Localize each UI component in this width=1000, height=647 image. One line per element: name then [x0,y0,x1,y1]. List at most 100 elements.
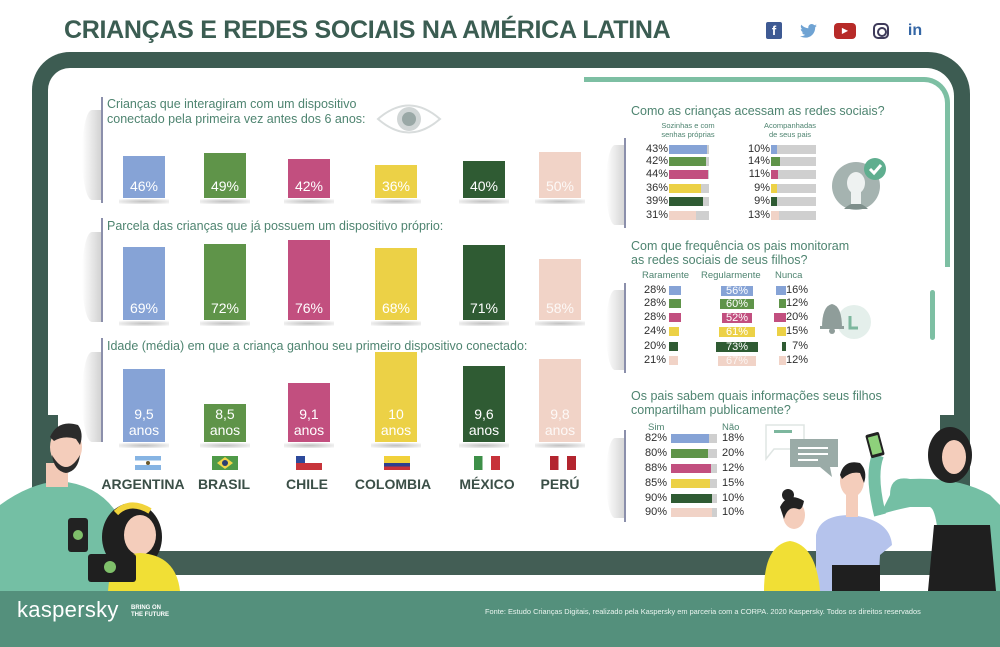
monitor-never-value: 15% [785,325,808,337]
social-links: f ▶ in [766,22,924,39]
bar-value: 9,5 [134,406,154,422]
access-with-parents-track [771,197,816,206]
monitor-col-nunca: Nunca [775,270,803,281]
bar-shadow [371,199,421,204]
bar-value-label: 49% [210,178,240,194]
bar-value-label: 76% [294,300,324,316]
access-with-parents-value: 14% [747,155,770,167]
monitor-never-value: 20% [785,311,808,323]
section-divider [101,338,103,442]
know-yes-value: 90% [644,506,667,518]
section3-title: Idade (média) em que a criança ganhou se… [107,339,528,353]
bar-value-label: 36% [381,178,411,194]
monitor-regularly-bar-peru: 67% [717,356,757,367]
access-with-parents-value: 9% [754,195,770,207]
tagline-line1: BRING ON [131,605,161,611]
bar-value: 8,5 [215,406,235,422]
bar-shadow [119,321,169,326]
bar-value-label: 71% [469,300,499,316]
brasil-flag-icon [212,456,238,470]
know-yes-bar-peru [671,508,713,517]
know-yes-bar-mexico [671,494,713,503]
bar-value-label: 69% [129,300,159,316]
monitor-col-raramente: Raramente [642,270,689,281]
country-label-colombia: COLOMBIA [354,476,432,492]
bar-mexico: 40% [463,161,505,198]
monitor-col-regularmente: Regularmente [701,270,761,281]
access-with-parents-bar-peru [771,211,780,220]
know-title: Os pais sabem quais informações seus fil… [631,389,882,417]
family-sharing-illustration [764,415,1000,591]
know-no-value: 12% [721,462,744,474]
bar-shadow [371,321,421,326]
bar-chile: 76% [288,240,330,320]
kaspersky-logo[interactable]: kaspersky [17,597,119,622]
know-yes-value: 90% [644,492,667,504]
monitor-never-bar-argentina [776,286,786,295]
bar-value-label: 68% [381,300,411,316]
facebook-icon[interactable]: f [766,22,782,39]
know-no-value: 10% [721,492,744,504]
bar-colombia: 68% [375,248,417,320]
bar-brasil: 49% [204,153,246,198]
bar-value: 9,1 [299,406,319,422]
bar-mexico: 71% [463,245,505,320]
linkedin-icon[interactable]: in [907,21,923,39]
access-with-parents-value: 9% [754,182,770,194]
access-alone-track [669,170,709,179]
country-label-chile: CHILE [286,476,328,492]
section1-title: Crianças que interagiram com um disposit… [107,97,366,127]
country-label-argentina: ARGENTINA [101,476,185,492]
bar-shadow [535,199,585,204]
instagram-icon[interactable] [873,22,889,39]
bar-argentina: 46% [123,156,165,198]
panel-divider [624,430,626,522]
know-no-value: 18% [721,432,744,444]
know-yes-value: 85% [644,477,667,489]
know-no-value: 15% [721,477,744,489]
bar-shadow [371,443,421,448]
section2-title: Parcela das crianças que já possuem um d… [107,219,444,233]
know-title-line1: Os pais sabem quais informações seus fil… [631,389,882,403]
base-gap [0,575,1000,591]
bar-peru: 58% [539,259,581,320]
bar-value-label: 9,8 anos [545,406,575,438]
screen-highlight [584,77,950,267]
footer: kaspersky BRING ON THE FUTURE Fonte: Est… [0,591,1000,647]
bar-chile: 9,1 anos [288,383,330,442]
know-yes-bar-brasil [671,449,708,458]
bar-value: 9,8 [550,406,570,422]
bar-value: 10 [388,406,404,422]
monitor-rarely-value: 28% [643,297,666,309]
monitor-regularly-bar-mexico: 73% [716,342,758,353]
monitor-never-value: 7% [792,340,808,352]
access-with-parents-bar-argentina [771,145,778,154]
bar-shadow [200,443,250,448]
bar-value: 9,6 [474,406,494,422]
know-yes-value: 80% [644,447,667,459]
country-label-brasil: BRASIL [197,476,251,492]
monitor-never-value: 12% [785,297,808,309]
access-alone-track [669,197,709,206]
monitor-rarely-value: 24% [643,325,666,337]
monitor-regularly-bar-brasil: 60% [719,299,755,310]
bar-value-label: 58% [545,300,575,316]
tagline: BRING ON THE FUTURE [131,605,181,619]
mexico-flag-icon [474,456,500,470]
know-track [671,508,717,517]
twitter-icon[interactable] [799,22,817,39]
bar-unit: anos [209,422,241,438]
youtube-icon[interactable]: ▶ [834,22,856,39]
access-alone-value: 36% [645,182,668,194]
access-with-parents-value: 13% [747,209,770,221]
bar-shadow [535,321,585,326]
monitor-title-line1: Com que frequência os pais monitoram [631,239,850,253]
monitor-rarely-bar-chile [669,313,681,322]
panel-shadow [606,290,624,370]
monitor-regularly-bar-colombia: 61% [719,327,755,338]
section1-title-line2: conectado pela primeira vez antes dos 6 … [107,112,366,126]
access-alone-value: 42% [645,155,668,167]
bar-shadow [459,443,509,448]
access-with-parents-bar-brasil [771,157,780,166]
bar-unit: anos [128,422,160,438]
